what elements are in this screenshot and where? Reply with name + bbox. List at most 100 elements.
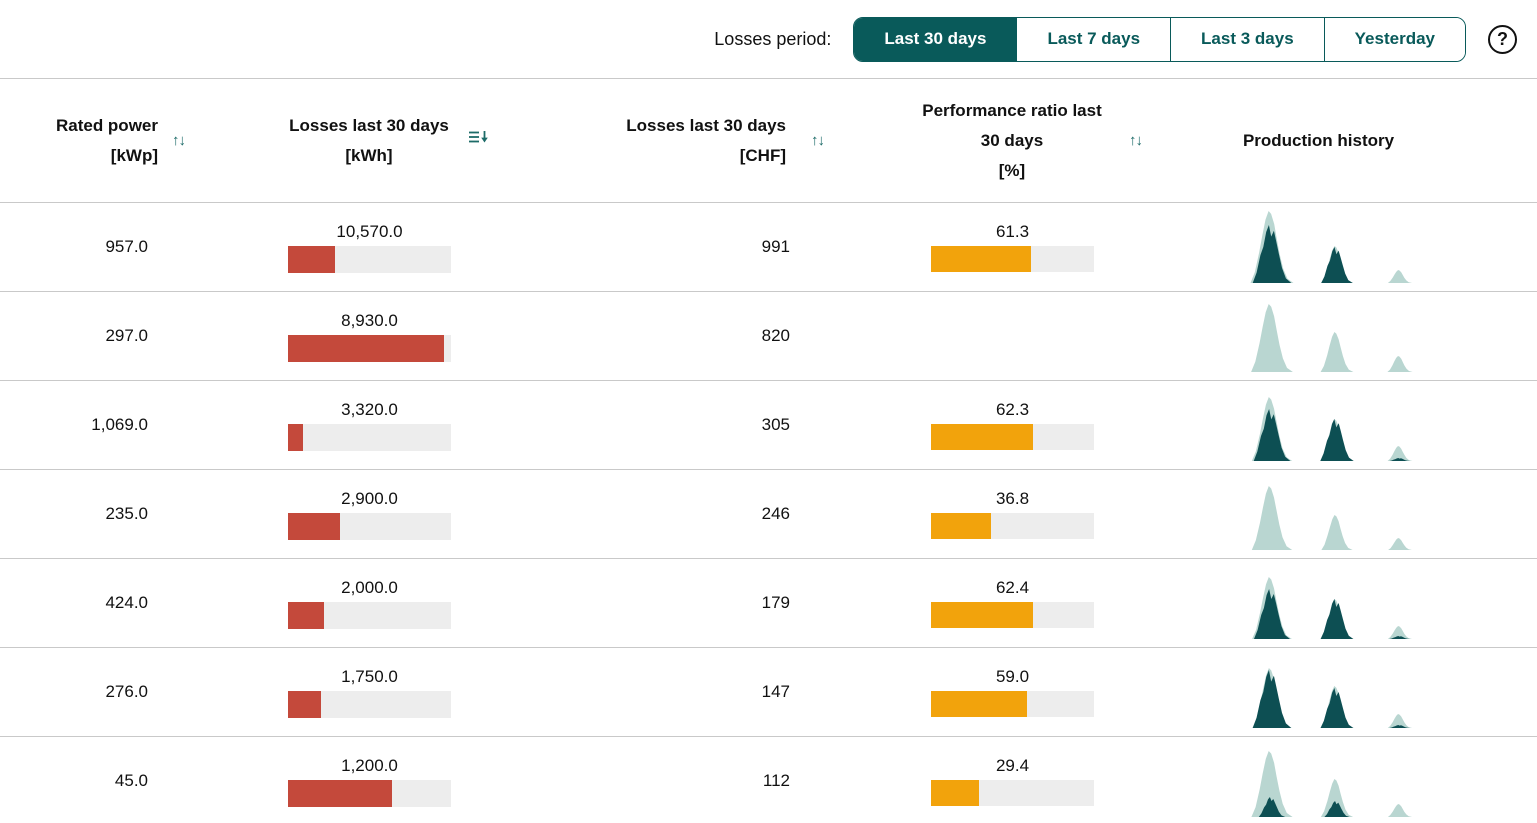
performance-bar-wrap: 61.3 (931, 222, 1094, 272)
losses-bar-fill (288, 690, 321, 718)
losses-kwh-cell: 2,000.0 (200, 559, 500, 647)
period-button-last-30-days[interactable]: Last 30 days (854, 17, 1017, 61)
losses-chf-cell: 991 (500, 203, 830, 291)
performance-bar-track (931, 691, 1094, 717)
losses-bar-fill (288, 245, 336, 273)
losses-bar-track (288, 779, 451, 807)
production-history-cell (1160, 203, 1537, 291)
rated-power-cell: 45.0 (0, 737, 200, 823)
performance-bar-wrap: 29.4 (931, 756, 1094, 806)
losses-bar-fill (288, 334, 445, 362)
losses-chf-cell: 147 (500, 648, 830, 736)
rated-power-cell: 276.0 (0, 648, 200, 736)
period-button-yesterday[interactable]: Yesterday (1323, 17, 1465, 61)
losses-chf-cell: 112 (500, 737, 830, 823)
performance-bar-track (931, 424, 1094, 450)
losses-period-group: Last 30 days Last 7 days Last 3 days Yester… (853, 16, 1466, 62)
losses-chf-value: 305 (761, 415, 790, 434)
table-row[interactable]: 297.0 8,930.0 820 (0, 292, 1537, 381)
production-sparkline-chart (1251, 751, 1413, 817)
losses-bar-fill (288, 601, 324, 629)
production-sparkline-chart (1250, 211, 1413, 283)
performance-bar-track (931, 246, 1094, 272)
sort-updown-icon[interactable]: ↑↓ (172, 131, 186, 149)
performance-ratio-value: 36.8 (995, 489, 1030, 508)
production-history-cell (1160, 292, 1537, 380)
performance-ratio-cell: 36.8 (830, 470, 1160, 558)
performance-ratio-cell: 62.3 (830, 381, 1160, 469)
losses-bar-track (288, 423, 451, 451)
losses-chf-value: 179 (761, 593, 790, 612)
toolbar: Losses period: Last 30 days Last 7 days La… (0, 0, 1537, 79)
performance-ratio-value: 29.4 (995, 756, 1030, 775)
losses-chf-cell: 305 (500, 381, 830, 469)
losses-bar-track (288, 690, 451, 718)
production-sparkline-chart (1251, 397, 1413, 461)
losses-bar-track (288, 601, 451, 629)
losses-kwh-cell: 8,930.0 (200, 292, 500, 380)
help-icon[interactable]: ? (1488, 24, 1517, 54)
losses-kwh-value: 2,000.0 (341, 577, 398, 597)
column-header-production-history: Production history (1160, 79, 1537, 202)
table-row[interactable]: 45.0 1,200.0 112 29.4 (0, 737, 1537, 823)
losses-chf-cell: 820 (500, 292, 830, 380)
rated-power-value: 45.0 (114, 771, 148, 790)
losses-kwh-value: 3,320.0 (341, 399, 398, 419)
table-row[interactable]: 957.0 10,570.0 991 61.3 (0, 203, 1537, 292)
rated-power-cell: 957.0 (0, 203, 200, 291)
performance-bar-fill (931, 780, 979, 806)
rated-power-value: 235.0 (105, 504, 148, 523)
table-row[interactable]: 424.0 2,000.0 179 62.4 (0, 559, 1537, 648)
losses-kwh-value: 1,200.0 (341, 755, 398, 775)
rated-power-value: 424.0 (105, 593, 148, 612)
losses-period-label: Losses period: (714, 28, 832, 49)
losses-kwh-cell: 1,750.0 (200, 648, 500, 736)
performance-bar-wrap: 62.4 (931, 578, 1094, 628)
sort-descending-icon[interactable] (468, 126, 490, 156)
losses-chf-value: 820 (761, 326, 790, 345)
performance-bar-wrap: 36.8 (931, 489, 1094, 539)
sort-updown-icon[interactable]: ↑↓ (811, 131, 825, 149)
period-button-last-7-days[interactable]: Last 7 days (1016, 17, 1171, 61)
performance-bar-fill (931, 424, 1033, 450)
period-button-last-3-days[interactable]: Last 3 days (1170, 17, 1324, 61)
losses-bar-track (288, 245, 451, 273)
table-row[interactable]: 235.0 2,900.0 246 36.8 (0, 470, 1537, 559)
losses-kwh-value: 8,930.0 (341, 310, 398, 330)
performance-ratio-value: 62.4 (995, 578, 1030, 597)
performance-ratio-cell: 62.4 (830, 559, 1160, 647)
column-title: Rated power [kWp] (55, 115, 158, 165)
losses-bar-fill (288, 512, 341, 540)
performance-ratio-cell (830, 292, 1160, 380)
losses-kwh-value: 2,900.0 (341, 488, 398, 508)
losses-kwh-cell: 3,320.0 (200, 381, 500, 469)
losses-chf-cell: 246 (500, 470, 830, 558)
production-history-cell (1160, 648, 1537, 736)
performance-ratio-cell: 59.0 (830, 648, 1160, 736)
column-header-performance-ratio: Performance ratio last 30 days [%] ↑↓ (830, 79, 1160, 202)
losses-chf-cell: 179 (500, 559, 830, 647)
rated-power-cell: 424.0 (0, 559, 200, 647)
rated-power-cell: 235.0 (0, 470, 200, 558)
losses-bar-fill (288, 779, 393, 807)
losses-chf-value: 112 (762, 771, 790, 790)
production-history-cell (1160, 737, 1537, 823)
column-title: Performance ratio last 30 days [%] (922, 100, 1102, 180)
rated-power-value: 1,069.0 (91, 415, 148, 434)
performance-ratio-cell: 61.3 (830, 203, 1160, 291)
production-sparkline-chart (1252, 668, 1413, 728)
losses-bar-track (288, 512, 451, 540)
column-header-losses-chf: Losses last 30 days [CHF] ↑↓ (500, 79, 830, 202)
performance-bar-fill (931, 602, 1033, 628)
table-row[interactable]: 276.0 1,750.0 147 59.0 (0, 648, 1537, 737)
performance-bar-fill (931, 246, 1031, 272)
rated-power-cell: 297.0 (0, 292, 200, 380)
rated-power-value: 276.0 (105, 682, 148, 701)
table-row[interactable]: 1,069.0 3,320.0 305 62.3 (0, 381, 1537, 470)
column-header-losses-kwh: Losses last 30 days [kWh] (200, 79, 500, 202)
production-history-cell (1160, 470, 1537, 558)
performance-ratio-cell: 29.4 (830, 737, 1160, 823)
losses-chf-value: 147 (761, 682, 790, 701)
sort-updown-icon[interactable]: ↑↓ (1129, 131, 1143, 149)
performance-bar-wrap: 59.0 (931, 667, 1094, 717)
